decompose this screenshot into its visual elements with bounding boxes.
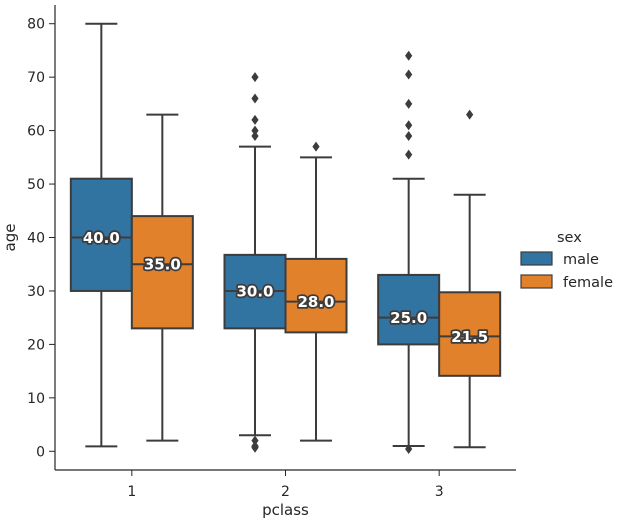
axes-spines [54,5,516,471]
iqr-box [438,291,502,377]
median-value-label: 40.0 [83,229,120,247]
box-male-class-2 [223,72,287,453]
x-axis-title: pclass [262,501,309,519]
y-tick-label: 20 [27,337,45,353]
outlier-point [466,109,474,120]
x-tick-label: 1 [127,484,136,500]
box-male-class-1 [69,22,133,448]
x-tick-label: 2 [281,484,290,500]
y-axis-ticks: 0 10 20 30 40 50 60 70 80 [27,17,55,460]
legend: sex male female [520,230,613,291]
iqr-box [130,215,194,330]
legend-label-female: female [563,275,613,291]
iqr-box [69,177,133,292]
outlier-point [251,72,259,83]
outlier-point [405,50,413,61]
legend-swatch-female [520,274,553,289]
y-tick-label: 0 [36,444,45,460]
outlier-point [251,435,259,446]
outlier-point [251,130,259,141]
median-value-label: 21.5 [451,328,488,346]
outlier-point [405,69,413,80]
y-axis-title: age [1,224,19,252]
y-tick-label: 60 [27,124,45,140]
x-axis-ticks: 1 2 3 [127,470,444,500]
y-tick-label: 80 [27,17,45,33]
outlier-point [251,440,259,451]
box-female-class-2 [284,141,348,442]
median-value-label: 35.0 [144,256,181,274]
outlier-point [251,125,259,136]
box-female-class-1 [130,113,194,442]
x-tick-label: 3 [435,484,444,500]
outlier-point [405,120,413,131]
legend-title: sex [557,230,582,246]
legend-swatch-male [520,251,553,266]
outlier-point [312,141,320,152]
median-value-label: 30.0 [236,282,273,300]
iqr-box [284,257,348,334]
y-tick-label: 30 [27,284,45,300]
outlier-point [405,149,413,160]
median-value-label: 28.0 [297,293,334,311]
outlier-point [405,130,413,141]
iqr-box [377,273,441,346]
outlier-point [405,444,413,455]
y-tick-label: 50 [27,177,45,193]
y-tick-label: 70 [27,70,45,86]
box-plot-series: 40.0 35.0 30.0 28.0 25.0 21.5 [69,22,502,455]
box-female-class-3 [438,109,502,449]
outlier-point [251,114,259,125]
outlier-point [405,98,413,109]
y-tick-label: 10 [27,391,45,407]
median-value-label: 25.0 [390,309,427,327]
outlier-point [251,93,259,104]
y-tick-label: 40 [27,231,45,247]
legend-label-male: male [563,252,599,268]
box-male-class-3 [377,50,441,455]
